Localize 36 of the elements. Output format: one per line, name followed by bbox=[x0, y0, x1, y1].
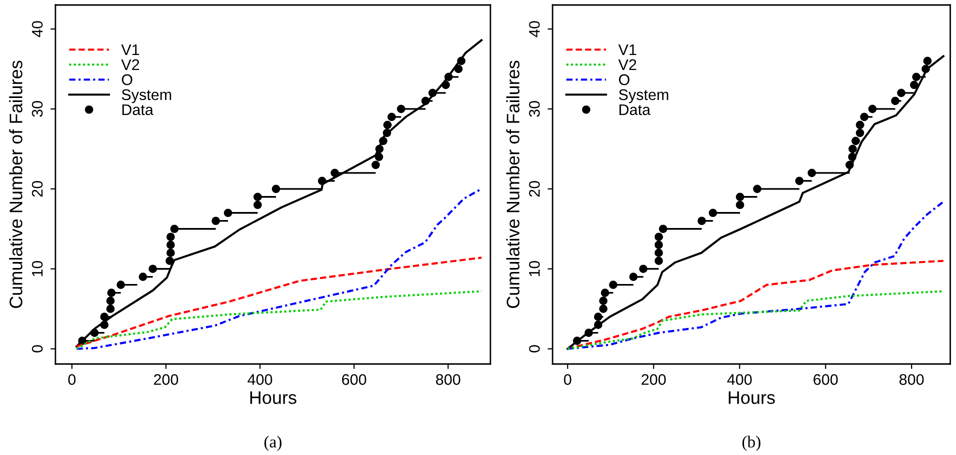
x-tick-label: 0 bbox=[564, 374, 572, 385]
text: (b) bbox=[742, 436, 760, 451]
legend-label: Data bbox=[620, 104, 651, 116]
x-axis-title: Hours bbox=[728, 391, 775, 404]
y-tick-label: 20 bbox=[529, 181, 540, 197]
legend-label: V2 bbox=[121, 59, 140, 70]
x-axis-title: Hours bbox=[250, 391, 296, 404]
x-tick-label: 0 bbox=[68, 374, 76, 385]
y-tick-label: 10 bbox=[32, 260, 43, 276]
x-tick-label: 600 bbox=[814, 374, 838, 385]
y-tick-label: 30 bbox=[32, 101, 43, 117]
y-tick-label: 40 bbox=[32, 21, 43, 38]
x-tick-label: 600 bbox=[342, 374, 366, 385]
legend-label: V1 bbox=[618, 44, 636, 55]
y-axis-title: Cumulative Number of Failures bbox=[9, 60, 22, 308]
x-tick-label: 200 bbox=[642, 374, 666, 385]
legend-label: Data bbox=[122, 104, 154, 116]
legend-label: System bbox=[122, 89, 172, 104]
y-tick-label: 10 bbox=[529, 260, 540, 276]
y-axis-title: Cumulative Number of Failures bbox=[506, 60, 520, 308]
x-tick-label: 400 bbox=[248, 374, 272, 385]
legend-label: V1 bbox=[121, 44, 140, 55]
legend-label: System bbox=[618, 89, 668, 104]
x-tick-label: 400 bbox=[727, 374, 752, 385]
y-tick-label: 30 bbox=[529, 101, 540, 117]
x-tick-label: 800 bbox=[436, 374, 460, 385]
legend-label: O bbox=[122, 74, 132, 86]
y-tick-label: 40 bbox=[529, 21, 540, 38]
x-tick-label: 800 bbox=[899, 374, 924, 385]
x-tick-label: 200 bbox=[154, 374, 178, 385]
legend-label: O bbox=[618, 74, 630, 86]
y-tick-label: 20 bbox=[32, 181, 43, 197]
legend-label: V2 bbox=[618, 59, 636, 70]
y-tick-label: 0 bbox=[529, 345, 540, 352]
text: (a) bbox=[264, 436, 282, 451]
y-tick-label: 0 bbox=[32, 345, 43, 352]
